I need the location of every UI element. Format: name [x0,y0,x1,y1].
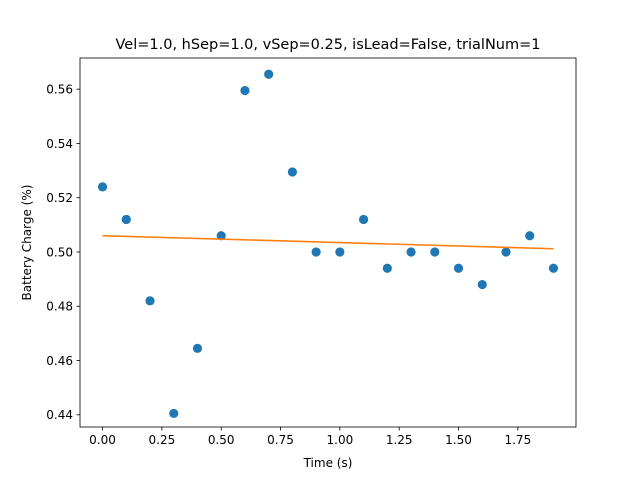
scatter-point [264,69,274,79]
y-tick-label: 0.50 [46,245,73,259]
scatter-point [525,231,535,241]
y-axis-label: Battery Charge (%) [20,185,34,301]
scatter-point [169,408,179,419]
scatter-point [430,247,440,257]
y-tick-label: 0.48 [46,300,73,314]
y-tick-label: 0.44 [46,408,73,422]
x-axis-label: Time (s) [303,456,353,470]
x-tick-label: 0.00 [89,433,116,447]
x-axis-ticks: 0.00 0.25 0.50 0.75 1.00 1.25 1.50 1.75 [89,427,531,447]
trend-line [102,234,554,250]
scatter-point [382,263,392,273]
scatter-point [335,247,345,257]
scatter-point [477,279,487,290]
scatter-point [192,343,203,353]
scatter-point [121,214,131,225]
chart-title: Vel=1.0, hSep=1.0, vSep=0.25, isLead=Fal… [116,37,541,53]
y-tick-label: 0.56 [46,83,73,97]
scatter-point [145,296,155,306]
scatter-point [216,231,226,241]
scatter-point [406,247,416,257]
y-tick-label: 0.52 [46,191,73,205]
scatter-point [287,167,298,177]
x-tick-label: 1.75 [504,433,531,447]
scatter-point [501,247,511,257]
x-tick-label: 1.25 [386,433,413,447]
scatter-point [453,263,464,273]
x-tick-label: 0.75 [267,433,294,447]
axes-frame [79,57,577,428]
scatter-point [97,182,108,192]
scatter-point [240,85,250,96]
y-tick-label: 0.46 [46,354,73,368]
y-axis-ticks: 0.44 0.46 0.48 0.50 0.52 0.54 0.56 [46,83,80,422]
scatter-point [358,214,369,225]
x-tick-label: 0.25 [149,433,176,447]
scatter-point [548,263,559,273]
y-tick-label: 0.54 [46,137,73,151]
plot-content [97,69,559,419]
x-tick-label: 0.50 [208,433,235,447]
scatter-point [311,247,321,257]
x-tick-label: 1.00 [327,433,354,447]
x-tick-label: 1.50 [445,433,472,447]
